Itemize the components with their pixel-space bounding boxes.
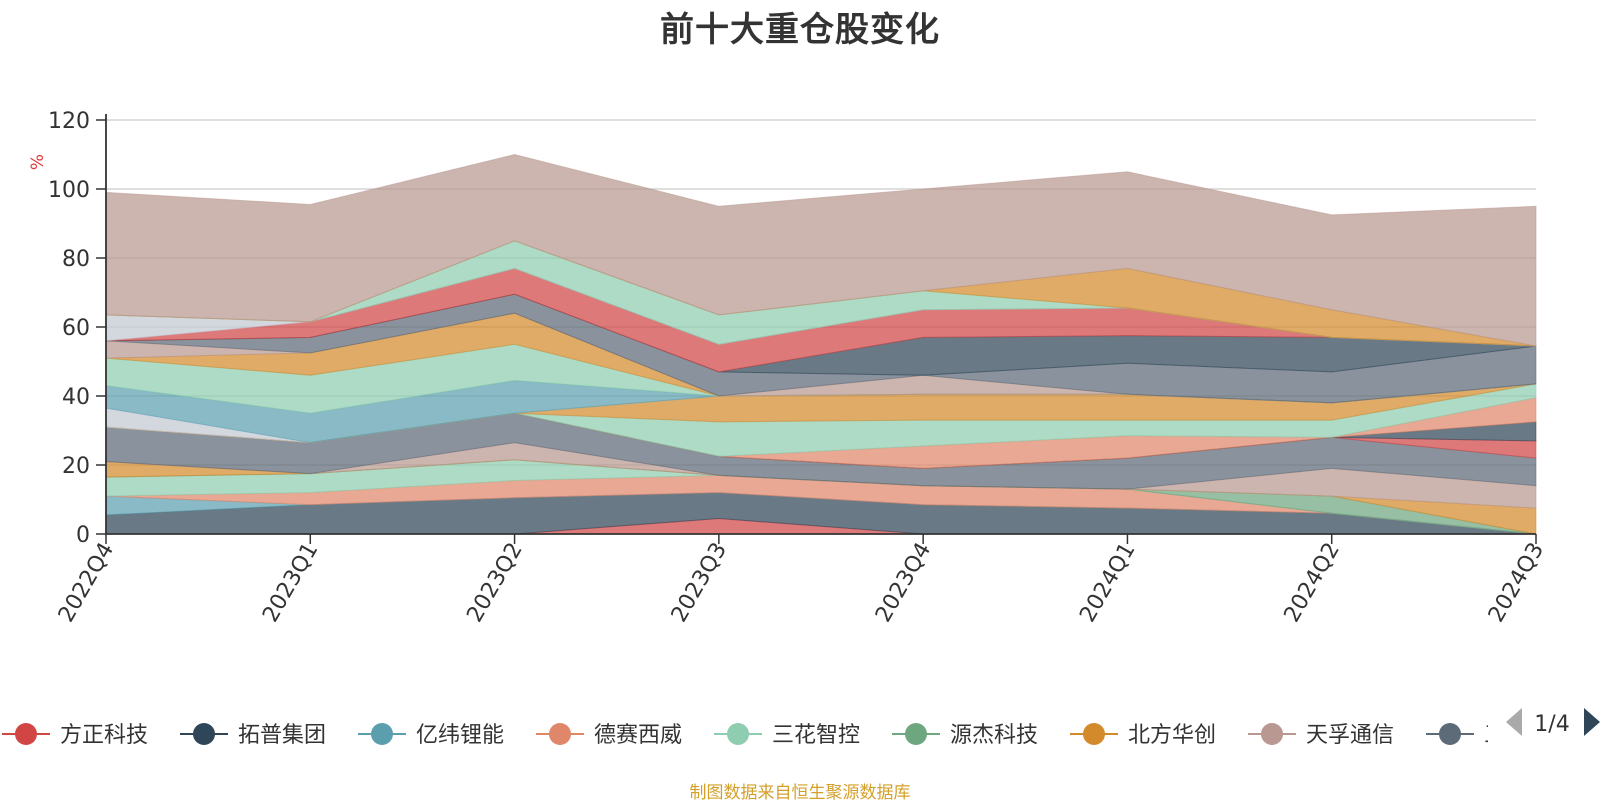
legend: 方正科技 拓普集团 亿纬锂能 德赛西威 三花智控 源杰科技 北方华创 天孚通信 三 <box>2 723 1506 748</box>
y-tick-label: 60 <box>62 316 90 341</box>
y-axis-label: % <box>28 154 48 170</box>
x-tick-label: 2023Q4 <box>871 539 936 627</box>
legend-label: 天孚通信 <box>1306 723 1394 748</box>
legend-label: 北方华创 <box>1128 723 1216 748</box>
legend-item[interactable]: 天孚通信 <box>1248 723 1394 748</box>
x-tick-label: 2024Q3 <box>1484 539 1549 627</box>
source-note: 制图数据来自恒生聚源数据库 <box>689 783 911 803</box>
legend-label: 方正科技 <box>60 723 148 748</box>
legend-marker-icon <box>1439 723 1461 745</box>
legend-label: 三花智控 <box>772 723 860 748</box>
legend-item[interactable]: 亿纬锂能 <box>358 723 504 748</box>
legend-page-indicator: 1/4 <box>1534 712 1569 737</box>
legend-marker-icon <box>549 723 571 745</box>
legend-marker-icon <box>727 723 749 745</box>
y-tick-label: 120 <box>48 109 90 134</box>
x-tick-label: 2024Q2 <box>1280 539 1345 627</box>
legend-label: 德赛西威 <box>594 723 682 748</box>
x-tick-label: 2022Q4 <box>54 539 119 627</box>
y-tick-label: 20 <box>62 454 90 479</box>
legend-marker-icon <box>1083 723 1105 745</box>
x-tick-label: 2024Q1 <box>1075 539 1140 627</box>
legend-marker-icon <box>193 723 215 745</box>
legend-prev-icon[interactable] <box>1506 708 1522 736</box>
legend-marker-icon <box>1261 723 1283 745</box>
area-series-26 <box>105 153 1537 347</box>
legend-item[interactable]: 三 <box>1426 723 1506 748</box>
x-tick-label: 2023Q2 <box>462 539 527 627</box>
area-layer <box>105 153 1537 535</box>
legend-label: 三 <box>1484 723 1506 748</box>
y-tick-label: 100 <box>48 178 90 203</box>
legend-next-icon[interactable] <box>1584 708 1600 736</box>
legend-pager: 1/4 <box>1506 708 1600 737</box>
y-tick-label: 40 <box>62 385 90 410</box>
y-tick-label: 80 <box>62 247 90 272</box>
legend-label: 源杰科技 <box>950 723 1038 748</box>
legend-marker-icon <box>15 723 37 745</box>
x-tick-label: 2023Q1 <box>258 539 323 627</box>
chart-title: 前十大重仓股变化 <box>660 10 940 50</box>
x-tick-label: 2023Q3 <box>667 539 732 627</box>
legend-marker-icon <box>905 723 927 745</box>
legend-item[interactable]: 拓普集团 <box>180 723 326 748</box>
legend-label: 亿纬锂能 <box>416 723 504 748</box>
legend-item[interactable]: 德赛西威 <box>536 723 682 748</box>
legend-item[interactable]: 方正科技 <box>2 723 148 748</box>
legend-item[interactable]: 北方华创 <box>1070 723 1216 748</box>
legend-marker-icon <box>371 723 393 745</box>
legend-item[interactable]: 源杰科技 <box>892 723 1038 748</box>
y-tick-label: 0 <box>76 523 90 548</box>
legend-label: 拓普集团 <box>238 723 326 748</box>
legend-item[interactable]: 三花智控 <box>714 723 860 748</box>
